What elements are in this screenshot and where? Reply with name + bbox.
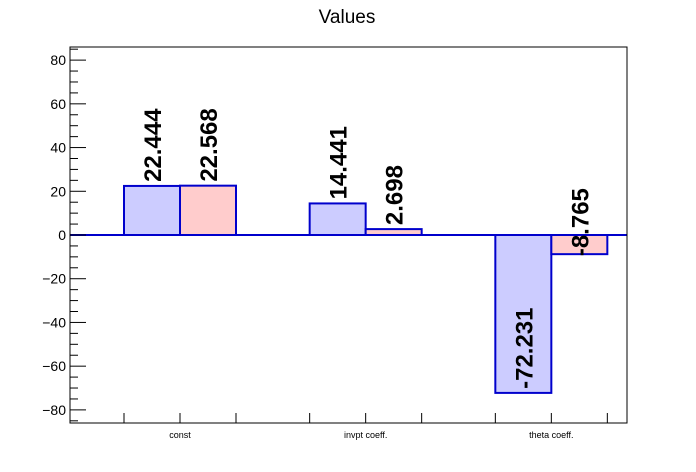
value-label: 2.698 [382, 165, 409, 225]
y-tick-label: −20 [42, 271, 66, 287]
y-tick-label: −60 [42, 358, 66, 374]
y-tick-label: 40 [50, 140, 66, 156]
value-label: 14.441 [326, 126, 353, 199]
y-tick-label: −40 [42, 314, 66, 330]
value-label: 22.568 [196, 108, 223, 181]
y-tick-label: −80 [42, 402, 66, 418]
x-tick-label: theta coeff. [529, 430, 573, 440]
value-labels: 22.444 14.441 -72.231 22.568 2.698 -8.765 [140, 108, 594, 389]
y-tick-label: 0 [58, 227, 66, 243]
value-label: -8.765 [567, 188, 594, 256]
y-tick-label: 80 [50, 52, 66, 68]
y-tick-label: 20 [50, 183, 66, 199]
x-tick-label: const [169, 430, 191, 440]
bar-s2-const [179, 184, 237, 236]
x-axis: const invpt coeff. theta coeff. [123, 413, 608, 440]
y-axis: −80 −60 −40 −20 0 20 40 60 80 [42, 48, 86, 422]
x-tick-label: invpt coeff. [344, 430, 387, 440]
y-tick-label: 60 [50, 96, 66, 112]
value-label: -72.231 [511, 307, 538, 388]
bar-s1-const [123, 184, 181, 236]
value-label: 22.444 [140, 108, 167, 182]
bar-s1-invpt-coeff- [308, 202, 367, 237]
chart-title: Values [319, 7, 376, 28]
